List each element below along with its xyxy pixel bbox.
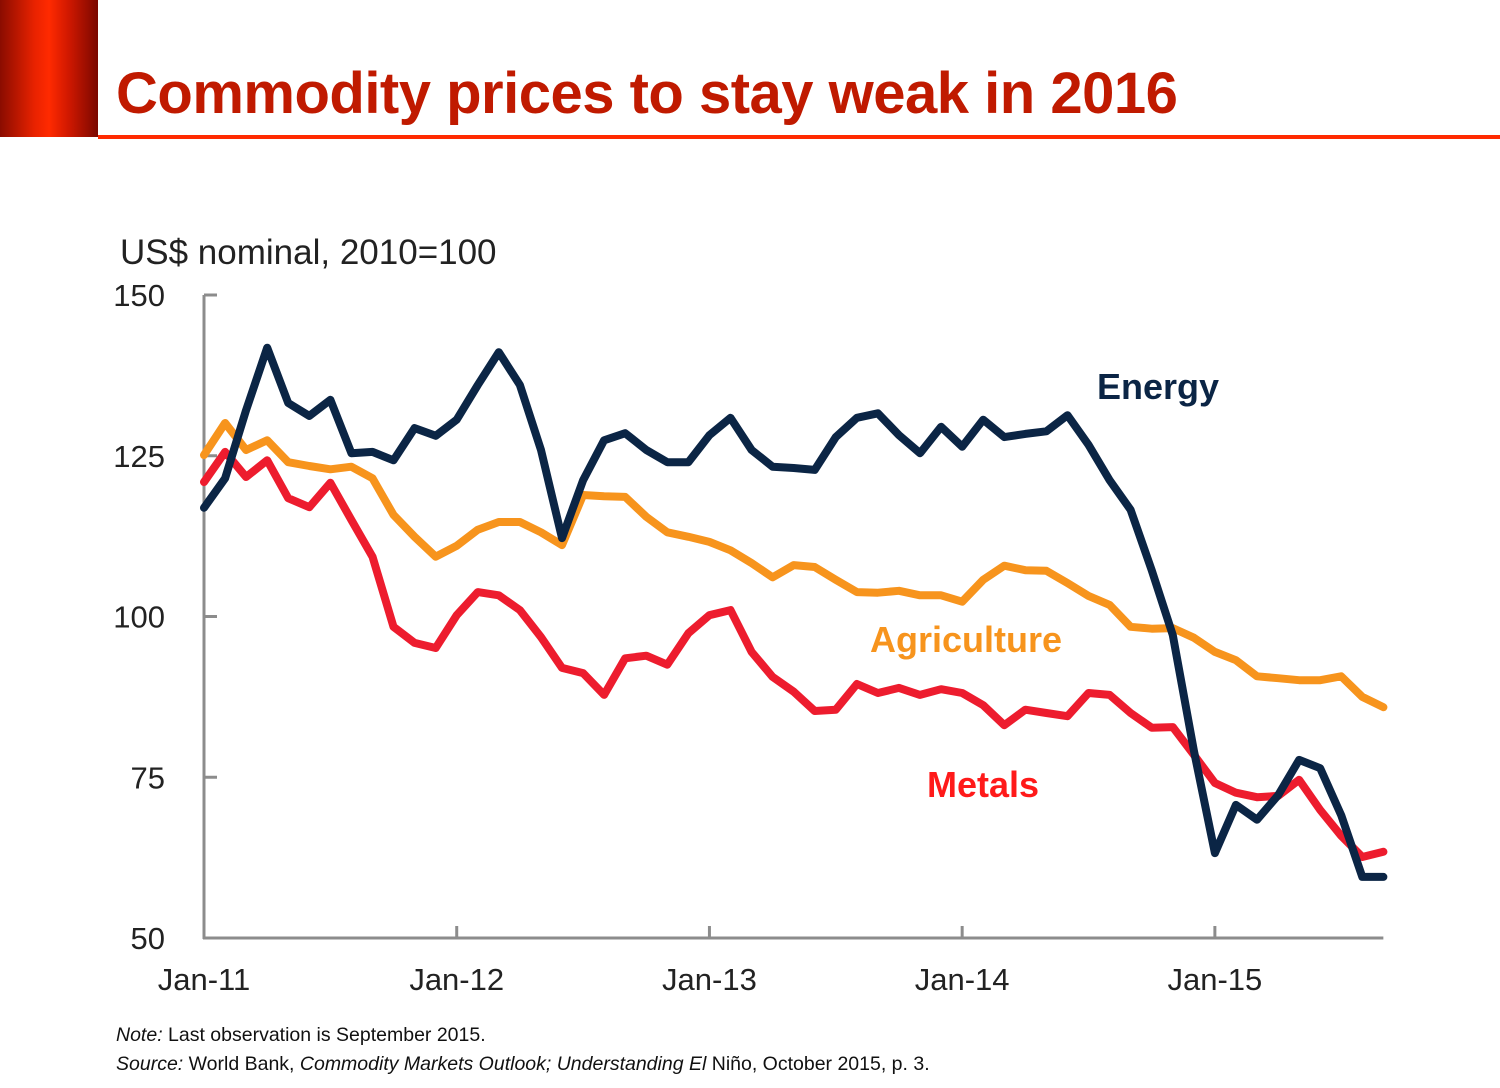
y-tick-label: 100 <box>113 600 165 635</box>
series-line-metals <box>200 447 1388 861</box>
x-tick-label: Jan-13 <box>662 962 757 997</box>
y-tick-label: 125 <box>113 439 165 474</box>
series-line-energy <box>200 343 1388 881</box>
chart-source: Source: World Bank, Commodity Markets Ou… <box>116 1053 930 1076</box>
chart-note: Note: Last observation is September 2015… <box>116 1024 486 1047</box>
header-accent-bar <box>0 0 98 137</box>
series-label-agriculture: Agriculture <box>870 619 1062 660</box>
note-text: Last observation is September 2015. <box>162 1024 486 1046</box>
series-label-metals: Metals <box>927 764 1039 805</box>
y-axis-label: US$ nominal, 2010=100 <box>120 233 497 272</box>
x-tick-label: Jan-12 <box>409 962 504 997</box>
x-tick-label: Jan-14 <box>915 962 1010 997</box>
header-rule <box>98 135 1500 139</box>
source-text-end: Niño, October 2015, p. 3. <box>706 1053 930 1075</box>
source-title: Commodity Markets Outlook; Understanding… <box>299 1053 707 1075</box>
series-label-energy: Energy <box>1097 366 1219 407</box>
note-label: Note: <box>116 1024 163 1046</box>
source-text: World Bank, <box>183 1053 300 1075</box>
x-tick-label: Jan-11 <box>158 962 251 997</box>
series-line-agriculture <box>200 419 1388 712</box>
x-tick-label: Jan-15 <box>1167 962 1262 997</box>
y-tick-label: 50 <box>131 921 165 956</box>
y-tick-label: 150 <box>113 278 165 313</box>
y-tick-label: 75 <box>131 760 165 795</box>
page-title: Commodity prices to stay weak in 2016 <box>116 61 1178 126</box>
source-label: Source: <box>116 1053 184 1075</box>
